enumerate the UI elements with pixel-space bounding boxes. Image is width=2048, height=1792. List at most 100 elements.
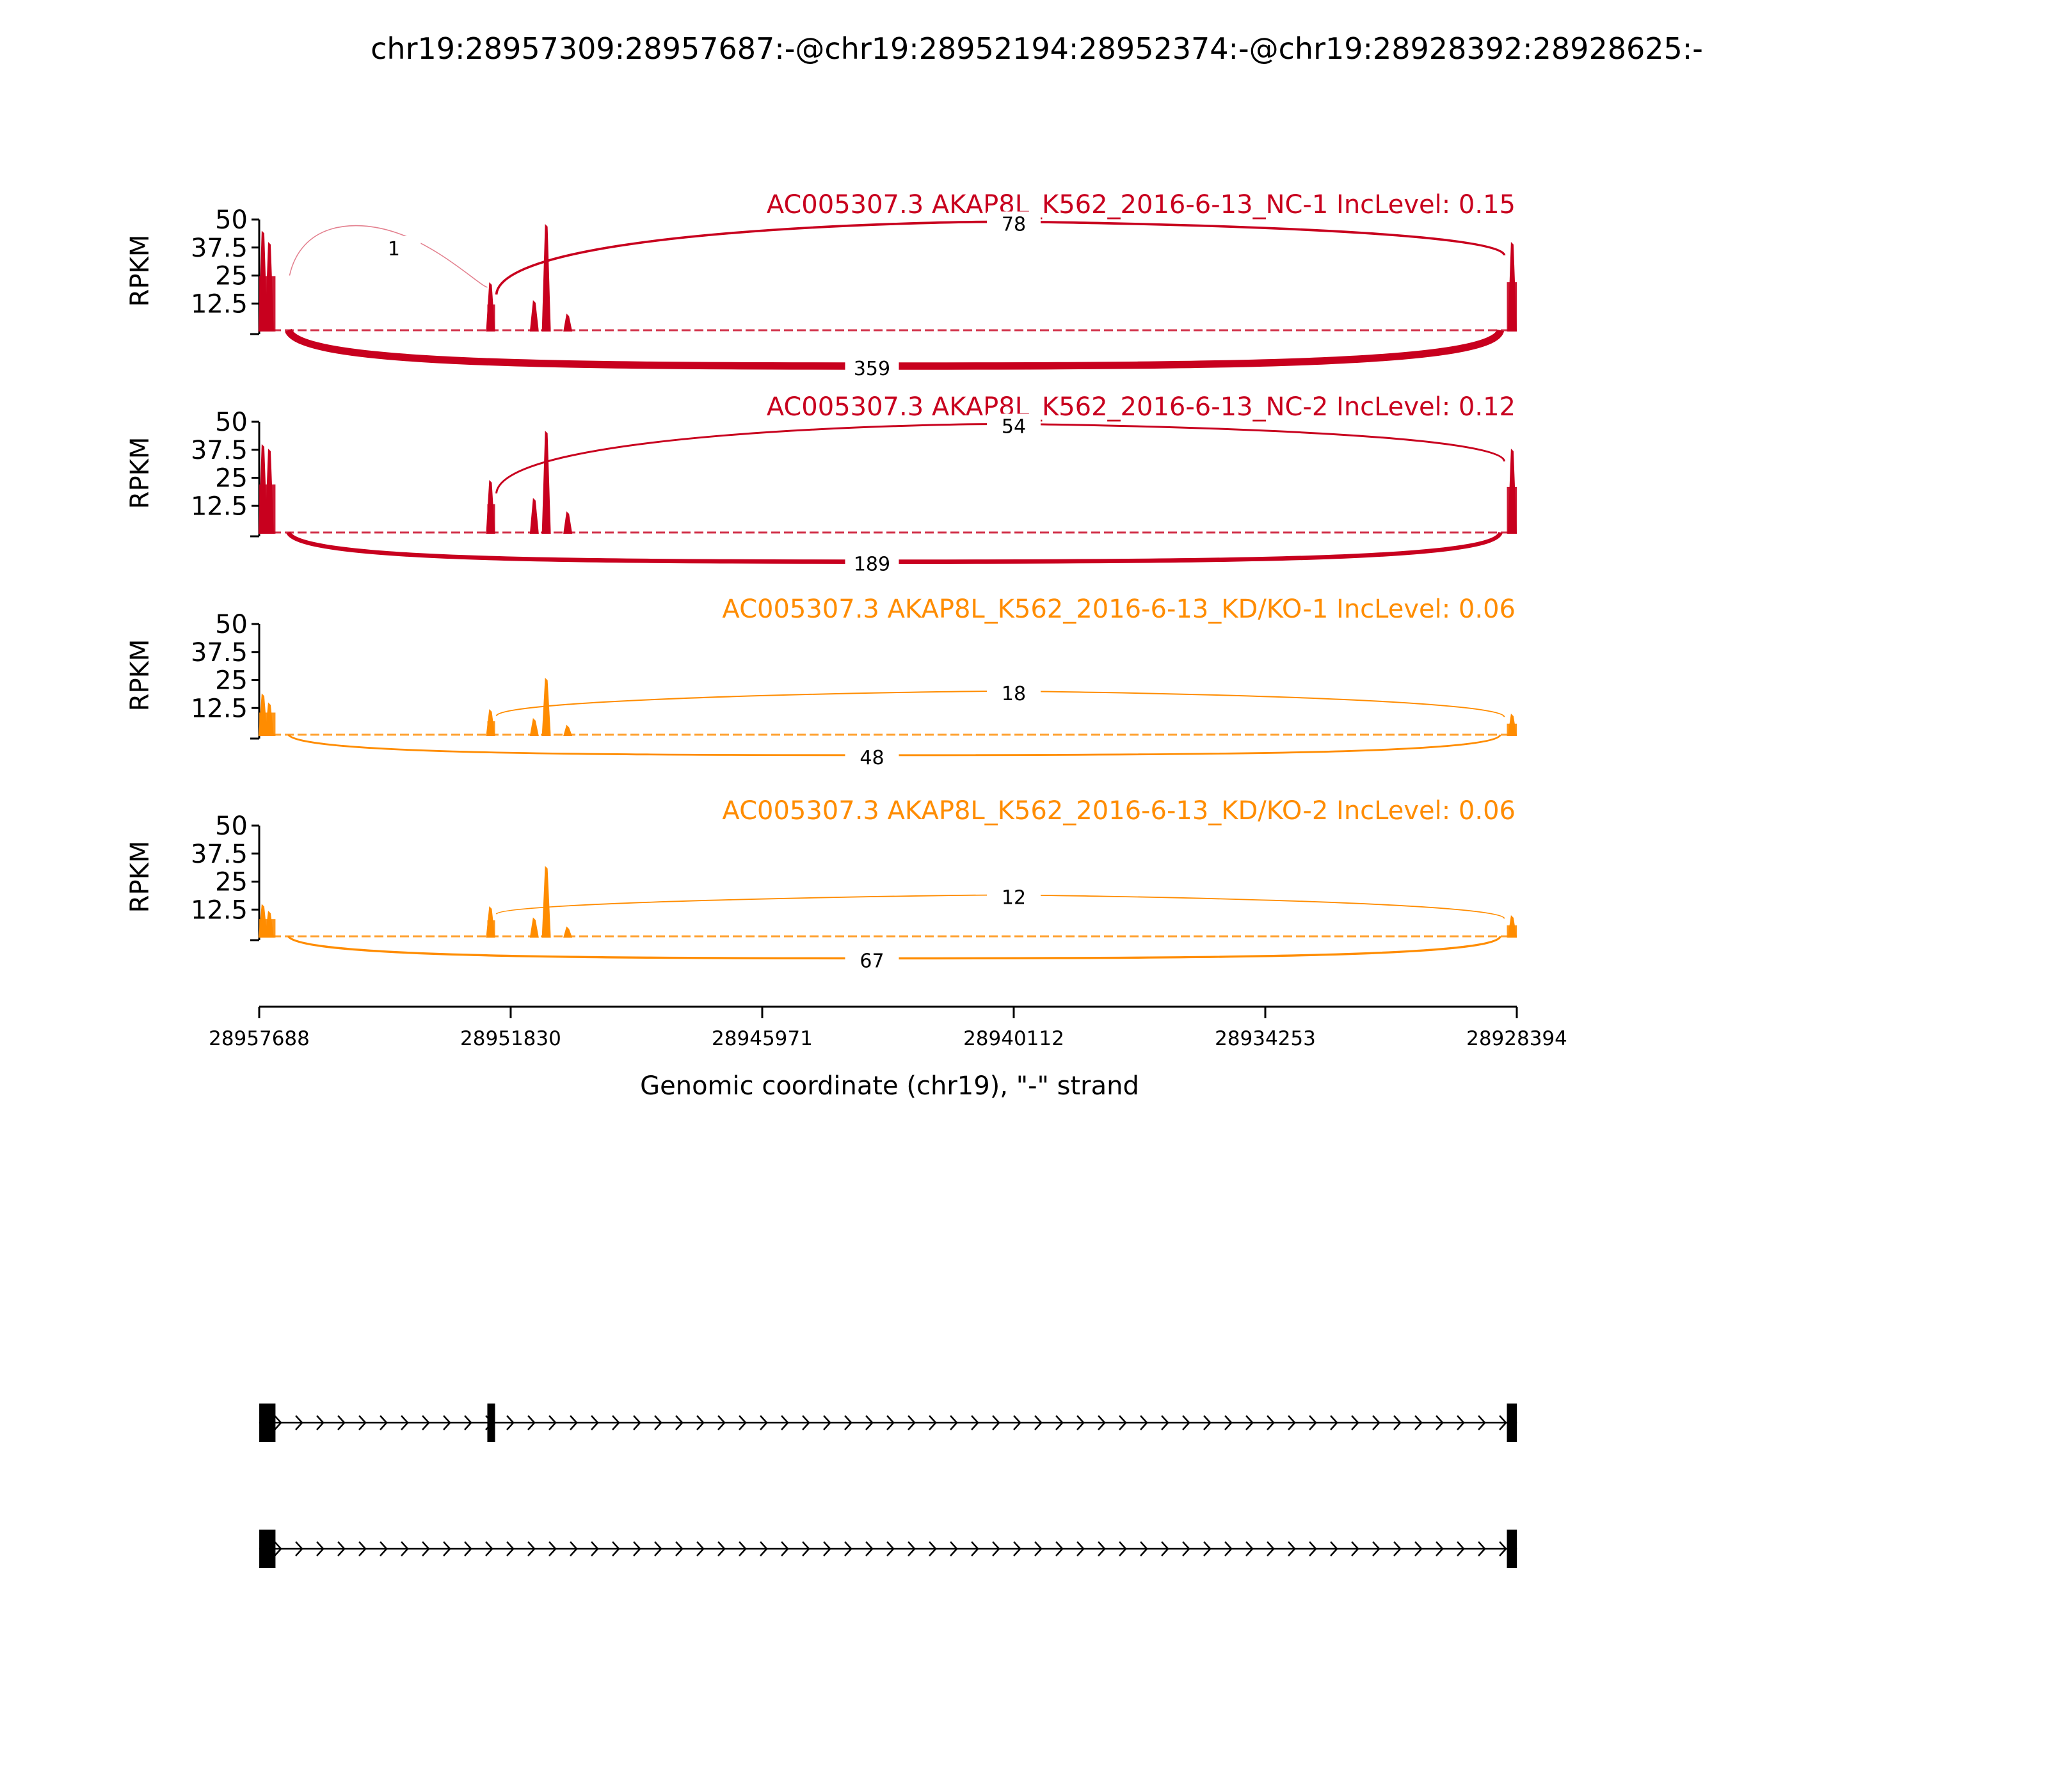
- strand-chevron: [717, 1415, 726, 1430]
- y-tick-label: 12.5: [191, 492, 248, 521]
- junction-count-bg: [987, 681, 1041, 707]
- y-tick-label: 25: [215, 666, 248, 696]
- exon-coverage: [259, 276, 276, 332]
- strand-chevron: [696, 1415, 705, 1430]
- strand-chevron: [527, 1415, 536, 1430]
- x-tick-label: 28945971: [712, 1027, 813, 1050]
- strand-chevron: [1330, 1415, 1338, 1430]
- strand-chevron: [1414, 1415, 1423, 1430]
- strand-chevron: [1076, 1541, 1085, 1556]
- strand-chevron: [1076, 1415, 1085, 1430]
- y-axis-label: RPKM: [125, 841, 155, 913]
- junction-count: 78: [1002, 214, 1026, 236]
- strand-chevron: [1309, 1415, 1317, 1430]
- strand-chevron: [1098, 1415, 1106, 1430]
- strand-chevron: [1393, 1541, 1402, 1556]
- strand-chevron: [992, 1415, 1000, 1430]
- strand-chevron: [675, 1415, 684, 1430]
- x-tick-label: 28940112: [963, 1027, 1064, 1050]
- strand-chevron: [1245, 1541, 1254, 1556]
- strand-chevron: [570, 1541, 578, 1556]
- coverage-peak: [563, 926, 573, 938]
- x-axis: 28957688 28951830 28945971 28940112 28934253…: [209, 1005, 1567, 1050]
- strand-chevron: [950, 1541, 958, 1556]
- strand-chevron: [1161, 1541, 1169, 1556]
- strand-chevron: [929, 1541, 937, 1556]
- coverage-peak: [541, 224, 551, 332]
- strand-chevron: [1034, 1541, 1043, 1556]
- strand-chevron: [1034, 1415, 1043, 1430]
- strand-chevron: [1478, 1415, 1486, 1430]
- strand-chevron: [591, 1541, 599, 1556]
- panel-label: AC005307.3 AKAP8L_K562_2016-6-13_NC-2 In…: [767, 392, 1516, 422]
- strand-chevron: [485, 1541, 493, 1556]
- strand-chevron: [464, 1541, 472, 1556]
- junction-count-bg: [845, 744, 899, 771]
- strand-chevron: [760, 1541, 768, 1556]
- strand-chevron: [844, 1415, 852, 1430]
- strand-chevron: [929, 1415, 937, 1430]
- strand-chevron: [443, 1541, 451, 1556]
- y-tick-label: 25: [215, 464, 248, 493]
- y-tick-label: 50: [215, 408, 248, 437]
- strand-chevron: [1224, 1541, 1233, 1556]
- strand-chevron: [401, 1415, 409, 1430]
- strand-chevron: [1393, 1415, 1402, 1430]
- strand-chevron: [1224, 1415, 1233, 1430]
- coverage-peak: [541, 866, 551, 938]
- strand-chevron: [1414, 1541, 1423, 1556]
- strand-chevron: [612, 1541, 620, 1556]
- strand-chevron: [865, 1541, 874, 1556]
- x-tick-label: 28951830: [460, 1027, 561, 1050]
- strand-chevron: [696, 1541, 705, 1556]
- strand-chevron: [1267, 1415, 1275, 1430]
- strand-chevron: [548, 1415, 557, 1430]
- strand-chevron: [908, 1415, 916, 1430]
- strand-chevron: [570, 1415, 578, 1430]
- strand-chevron: [1161, 1415, 1169, 1430]
- strand-chevron: [717, 1541, 726, 1556]
- strand-chevron: [358, 1415, 367, 1430]
- y-axis-label: RPKM: [125, 639, 155, 712]
- junction-count-bg: [987, 211, 1041, 237]
- strand-chevron: [295, 1415, 303, 1430]
- y-tick-label: 37.5: [191, 638, 248, 668]
- strand-chevron: [802, 1415, 810, 1430]
- strand-chevron: [1372, 1541, 1380, 1556]
- strand-chevron: [1267, 1541, 1275, 1556]
- strand-chevron: [1372, 1415, 1380, 1430]
- junction-count-bg: [845, 356, 899, 381]
- strand-chevron: [654, 1541, 662, 1556]
- exon-coverage: [487, 920, 495, 938]
- strand-chevron: [422, 1541, 430, 1556]
- exon-coverage: [1507, 486, 1517, 534]
- strand-chevron: [886, 1541, 895, 1556]
- strand-chevron: [739, 1415, 747, 1430]
- coverage-peak: [563, 724, 573, 736]
- strand-chevron: [295, 1541, 303, 1556]
- strand-chevron: [823, 1415, 831, 1430]
- coverage-peak: [529, 498, 539, 534]
- strand-chevron: [865, 1415, 874, 1430]
- coverage-peak: [563, 314, 573, 332]
- strand-chevron: [337, 1541, 346, 1556]
- exon-block: [259, 1530, 276, 1568]
- strand-chevron: [1203, 1415, 1212, 1430]
- panel-label: AC005307.3 AKAP8L_K562_2016-6-13_NC-1 In…: [767, 190, 1516, 220]
- strand-chevron: [337, 1415, 346, 1430]
- y-axis-label: RPKM: [125, 235, 155, 307]
- x-tick-label: 28928394: [1466, 1027, 1567, 1050]
- panel-label: AC005307.3 AKAP8L_K562_2016-6-13_KD/KO-2…: [722, 796, 1516, 826]
- strand-chevron: [760, 1415, 768, 1430]
- exon-block: [1507, 1530, 1517, 1568]
- exon-coverage: [1507, 925, 1517, 938]
- strand-chevron: [380, 1541, 388, 1556]
- strand-chevron: [1055, 1415, 1064, 1430]
- strand-chevron: [548, 1541, 557, 1556]
- exon-coverage: [487, 504, 495, 534]
- strand-chevron: [1288, 1415, 1296, 1430]
- strand-chevron: [908, 1541, 916, 1556]
